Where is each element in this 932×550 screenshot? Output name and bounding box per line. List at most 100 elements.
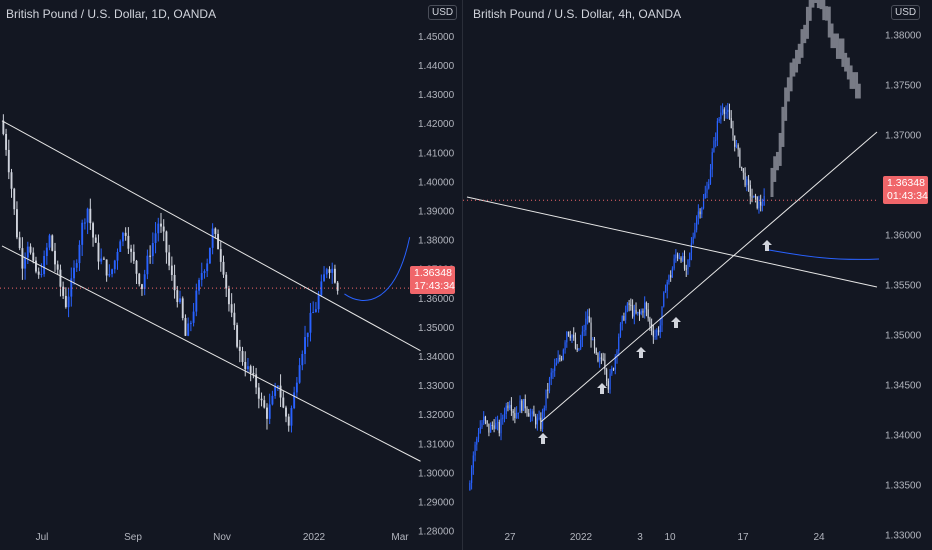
candle-body: [604, 359, 606, 370]
trendline: [1, 120, 421, 352]
candle-body: [200, 273, 203, 280]
candle-body: [135, 260, 138, 274]
candle-body: [732, 128, 734, 136]
candle-body: [102, 258, 105, 260]
candle-body: [249, 366, 252, 373]
projection-curve: [344, 237, 411, 301]
y-tick-label: 1.34000: [418, 352, 455, 363]
candle-body: [470, 467, 473, 483]
candle-body: [758, 201, 760, 209]
candle-body: [505, 405, 507, 414]
chart-panel-daily[interactable]: 1.28000 1.29000 1.30000 1.31000 1.32000 1.330…: [0, 0, 462, 550]
candle-body: [474, 444, 476, 456]
candle-body: [682, 256, 684, 261]
candle-body: [317, 295, 320, 310]
y-tick-label: 1.34000: [885, 431, 922, 442]
candle-body: [252, 372, 255, 375]
candle-body: [503, 413, 506, 418]
candle-body: [744, 172, 746, 186]
candle-body: [268, 404, 271, 419]
candle-body: [512, 410, 514, 414]
candle-body: [29, 246, 32, 253]
candle-body: [479, 427, 481, 433]
candle-body: [138, 273, 141, 285]
candle-body: [741, 166, 743, 169]
y-tick-label: 1.33000: [418, 381, 455, 392]
candle-body: [621, 315, 623, 324]
y-tick-label: 1.33000: [885, 531, 922, 542]
4h-chart-canvas[interactable]: 1.33000 1.33500 1.34000 1.34500 1.35000 1.355…: [463, 0, 932, 550]
candle-body: [83, 222, 86, 224]
candle-body: [486, 420, 488, 424]
candle-body: [312, 312, 315, 314]
candle-body: [749, 185, 751, 197]
candle-body: [670, 275, 672, 278]
candle-body: [588, 316, 590, 323]
candle-body: [611, 368, 613, 374]
candle-body: [692, 236, 694, 243]
candle-body: [78, 244, 81, 264]
candle-body: [276, 385, 279, 387]
candle-body: [545, 389, 547, 409]
currency-button[interactable]: USD: [891, 5, 921, 20]
candle-body: [151, 243, 154, 257]
candle-body: [195, 290, 198, 312]
candle-body: [279, 385, 282, 398]
projected-bar: [805, 6, 809, 39]
candle-body: [328, 269, 331, 273]
candle-body: [10, 172, 13, 189]
candle-body: [496, 422, 499, 424]
candle-body: [192, 311, 195, 323]
candle-body: [73, 267, 75, 279]
candle-body: [747, 179, 750, 186]
candle-body: [483, 416, 485, 424]
candle-body: [735, 145, 738, 147]
x-tick-label: 17: [737, 532, 749, 543]
candle-body: [576, 348, 578, 351]
candle-body: [725, 111, 727, 115]
projected-bar: [846, 57, 850, 80]
candle-body: [500, 418, 502, 434]
candle-body: [469, 482, 471, 490]
candle-body: [687, 260, 689, 270]
candle-body: [493, 425, 495, 429]
candle-body: [290, 408, 293, 426]
y-tick-label: 1.37000: [885, 131, 922, 142]
candle-body: [282, 397, 285, 408]
candle-body: [642, 310, 644, 313]
candle-body: [715, 139, 717, 141]
candle-body: [476, 438, 478, 445]
candle-body: [168, 252, 171, 266]
candle-body: [696, 216, 698, 230]
candle-body: [2, 120, 5, 134]
x-tick-label: Sep: [124, 532, 142, 543]
candle-body: [593, 339, 596, 349]
y-tick-label: 1.32000: [418, 410, 455, 421]
projected-bar: [797, 43, 801, 64]
candle-body: [59, 269, 62, 287]
candle-body: [625, 310, 627, 321]
currency-button[interactable]: USD: [428, 5, 458, 20]
candle-body: [116, 251, 119, 261]
candle-body: [211, 228, 214, 248]
candle-body: [574, 337, 577, 349]
candle-body: [721, 109, 724, 113]
candle-body: [24, 257, 27, 269]
candle-body: [711, 152, 713, 170]
candle-body: [718, 118, 720, 122]
candle-body: [644, 302, 646, 313]
daily-chart-canvas[interactable]: 1.28000 1.29000 1.30000 1.31000 1.32000 1.330…: [0, 0, 462, 550]
candle-body: [51, 235, 54, 251]
candle-body: [753, 195, 755, 198]
candle-body: [94, 237, 97, 243]
candle-body: [45, 247, 48, 256]
candle-body: [746, 179, 748, 186]
chart-panel-4h[interactable]: 1.33000 1.33500 1.34000 1.34500 1.35000 1.355…: [462, 0, 932, 550]
candle-body: [561, 358, 563, 360]
x-tick-label: 24: [813, 532, 825, 543]
candle-body: [647, 309, 649, 319]
candle-body: [566, 331, 568, 343]
candle-body: [298, 365, 301, 383]
candle-body: [203, 271, 206, 274]
x-tick-label: Jul: [36, 532, 49, 543]
